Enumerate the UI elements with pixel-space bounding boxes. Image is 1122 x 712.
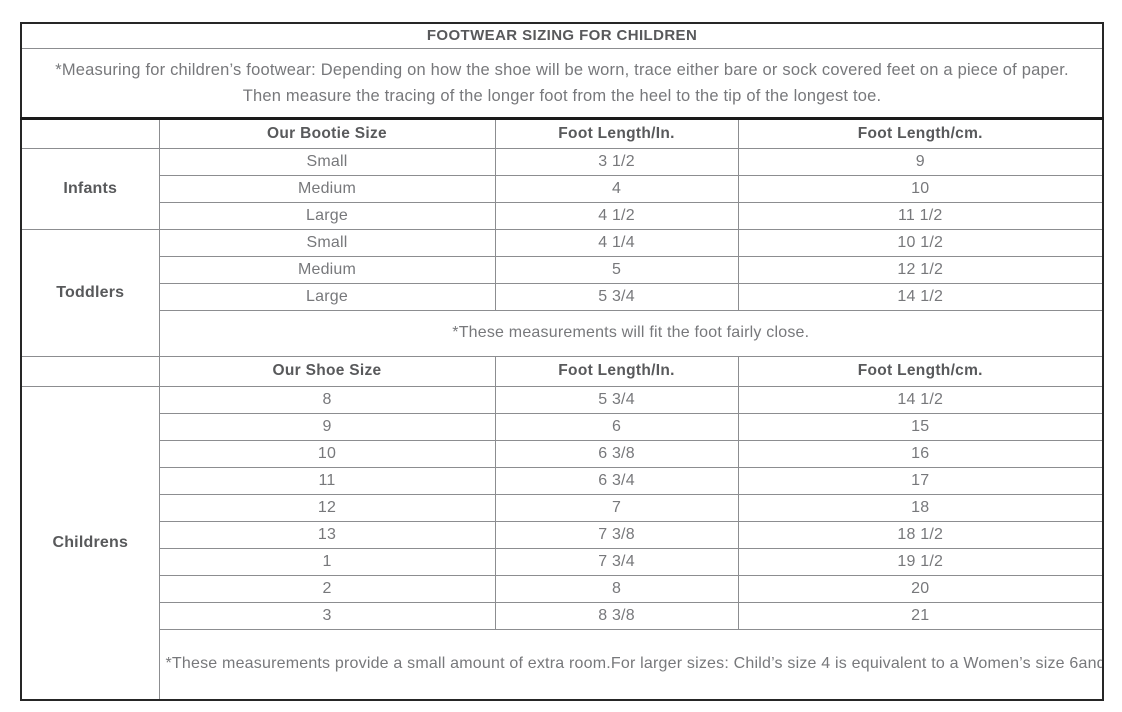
cell-inches: 6 [494,412,739,441]
footwear-sizing-table: FOOTWEAR SIZING FOR CHILDREN *Measuring … [20,22,1105,701]
cell-size: Medium [158,255,496,284]
cell-size: Large [158,201,496,230]
shoe-header-corner [20,355,160,387]
table-row: 12 7 18 [21,493,1104,522]
table-row: 1 7 3/4 19 1/2 [21,547,1104,576]
bootie-header-inches: Foot Length/In. [494,117,739,149]
cell-cm: 18 [737,493,1104,522]
table-row: Medium 5 12 1/2 [21,255,1104,284]
cell-size: 10 [158,439,496,468]
measuring-instructions-row: *Measuring for children’s footwear: Depe… [20,47,1104,120]
cell-inches: 4 1/2 [494,201,739,230]
sizing-chart: FOOTWEAR SIZING FOR CHILDREN *Measuring … [20,22,1105,701]
cell-inches: 7 [494,493,739,522]
cell-inches: 7 3/8 [494,520,739,549]
cell-cm: 10 1/2 [737,228,1104,257]
cell-size: 3 [158,601,496,630]
cell-size: Large [158,282,496,311]
bootie-note-row: *These measurements will fit the foot fa… [21,309,1104,357]
cell-cm: 15 [737,412,1104,441]
cell-cm: 14 1/2 [737,385,1104,414]
cell-inches: 7 3/4 [494,547,739,576]
group-label-infants: Infants [20,147,160,230]
group-label-toddlers: Toddlers [20,228,160,357]
table-row: 3 8 3/8 21 [21,601,1104,630]
group-label-childrens: Childrens [20,385,160,701]
shoe-note-row: *These measurements provide a small amou… [21,628,1104,701]
cell-cm: 11 1/2 [737,201,1104,230]
page-title: FOOTWEAR SIZING FOR CHILDREN [20,22,1104,49]
table-title-row: FOOTWEAR SIZING FOR CHILDREN [20,22,1104,49]
cell-inches: 5 [494,255,739,284]
cell-inches: 5 3/4 [494,385,739,414]
cell-inches: 8 3/8 [494,601,739,630]
cell-size: 8 [158,385,496,414]
bootie-header-cm: Foot Length/cm. [737,117,1104,149]
table-row: 2 8 20 [21,574,1104,603]
cell-size: 12 [158,493,496,522]
shoe-header-inches: Foot Length/In. [494,355,739,387]
table-row: 11 6 3/4 17 [21,466,1104,495]
measuring-instructions: *Measuring for children’s footwear: Depe… [20,47,1104,120]
shoe-header-cm: Foot Length/cm. [737,355,1104,387]
table-row: 9 6 15 [21,412,1104,441]
cell-size: 2 [158,574,496,603]
cell-cm: 12 1/2 [737,255,1104,284]
table-row: Medium 4 10 [21,174,1104,203]
table-row: Large 4 1/2 11 1/2 [21,201,1104,230]
cell-cm: 16 [737,439,1104,468]
table-row: 10 6 3/8 16 [21,439,1104,468]
cell-size: 9 [158,412,496,441]
cell-size: Small [158,228,496,257]
shoe-header-row: Our Shoe Size Foot Length/In. Foot Lengt… [20,355,1104,387]
cell-inches: 8 [494,574,739,603]
table-row: Infants Small 3 1/2 9 [20,147,1104,230]
table-row: 13 7 3/8 18 1/2 [21,520,1104,549]
bootie-header-row: Our Bootie Size Foot Length/In. Foot Len… [20,117,1104,149]
cell-size: Small [158,147,496,176]
cell-cm: 17 [737,466,1104,495]
cell-size: 13 [158,520,496,549]
cell-size: 11 [158,466,496,495]
cell-cm: 14 1/2 [737,282,1104,311]
cell-inches: 5 3/4 [494,282,739,311]
cell-inches: 3 1/2 [494,147,739,176]
cell-size: Medium [158,174,496,203]
cell-cm: 18 1/2 [737,520,1104,549]
cell-cm: 10 [737,174,1104,203]
shoe-note: *These measurements provide a small amou… [158,628,1104,701]
cell-cm: 19 1/2 [737,547,1104,576]
cell-cm: 20 [737,574,1104,603]
table-row: Toddlers Small 4 1/4 10 1/2 [20,228,1104,357]
bootie-header-corner [20,117,160,149]
cell-size: 1 [158,547,496,576]
cell-inches: 4 [494,174,739,203]
bootie-header-size: Our Bootie Size [158,117,496,149]
cell-inches: 6 3/8 [494,439,739,468]
table-row: Childrens 8 5 3/4 14 1/2 [20,385,1104,701]
bootie-note: *These measurements will fit the foot fa… [158,309,1104,357]
cell-cm: 21 [737,601,1104,630]
cell-inches: 6 3/4 [494,466,739,495]
table-row: Large 5 3/4 14 1/2 [21,282,1104,311]
shoe-header-size: Our Shoe Size [158,355,496,387]
cell-inches: 4 1/4 [494,228,739,257]
cell-cm: 9 [737,147,1104,176]
